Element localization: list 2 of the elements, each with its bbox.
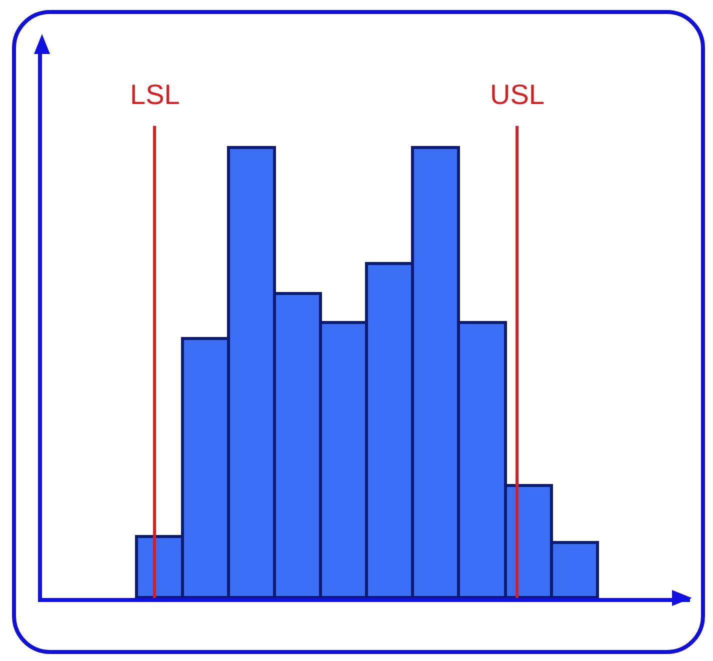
text: LSL	[130, 79, 180, 110]
text: USL	[490, 79, 544, 110]
